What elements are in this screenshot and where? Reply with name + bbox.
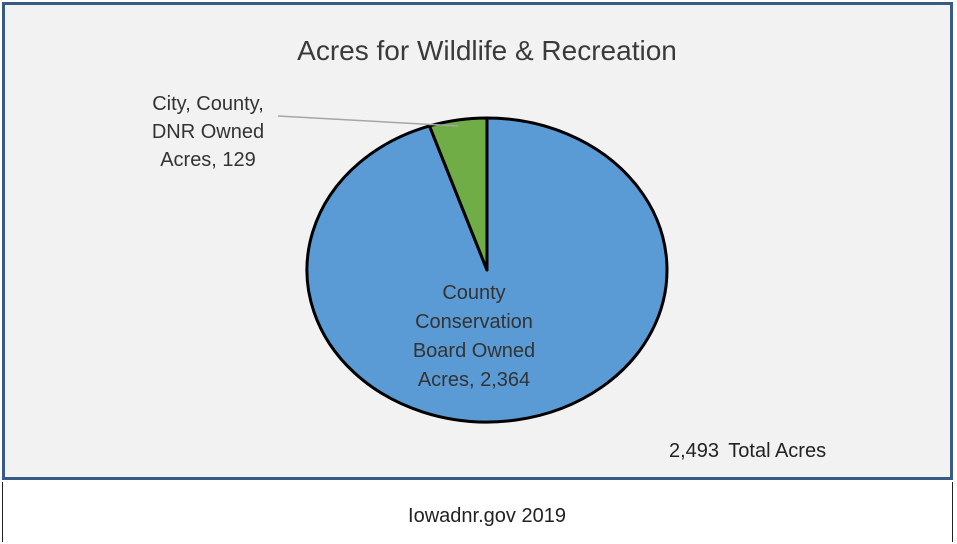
slice-label-line: County: [442, 282, 505, 304]
caption-box: [2, 482, 953, 542]
slice-label-city-county-dnr: City, County, DNR Owned Acres, 129: [152, 93, 264, 171]
total-acres-text: Total Acres: [728, 440, 826, 462]
source-caption: Iowadnr.gov 2019: [408, 505, 566, 527]
leader-line: [277, 115, 458, 127]
slice-label-line: Conservation: [415, 311, 533, 333]
label-group: County Conservation Board Owned Acres, 2,36…: [152, 93, 535, 391]
slice-label-line: DNR Owned: [152, 121, 264, 143]
slice-label-line: City, County,: [152, 93, 264, 115]
pie-group: [305, 116, 669, 424]
slice-label-line: Board Owned: [413, 340, 535, 362]
slice-label-line: Acres, 129: [160, 149, 256, 171]
total-acres-label: 2,493 Total Acres: [669, 440, 826, 462]
slice-label-line: Acres, 2,364: [418, 369, 530, 391]
slice-label-county-conservation: County Conservation Board Owned Acres, 2,36…: [413, 282, 535, 391]
pie-slice-2: [428, 116, 489, 272]
total-acres-number: 2,493: [669, 440, 719, 462]
chart-title: Acres for Wildlife & Recreation: [297, 35, 677, 66]
